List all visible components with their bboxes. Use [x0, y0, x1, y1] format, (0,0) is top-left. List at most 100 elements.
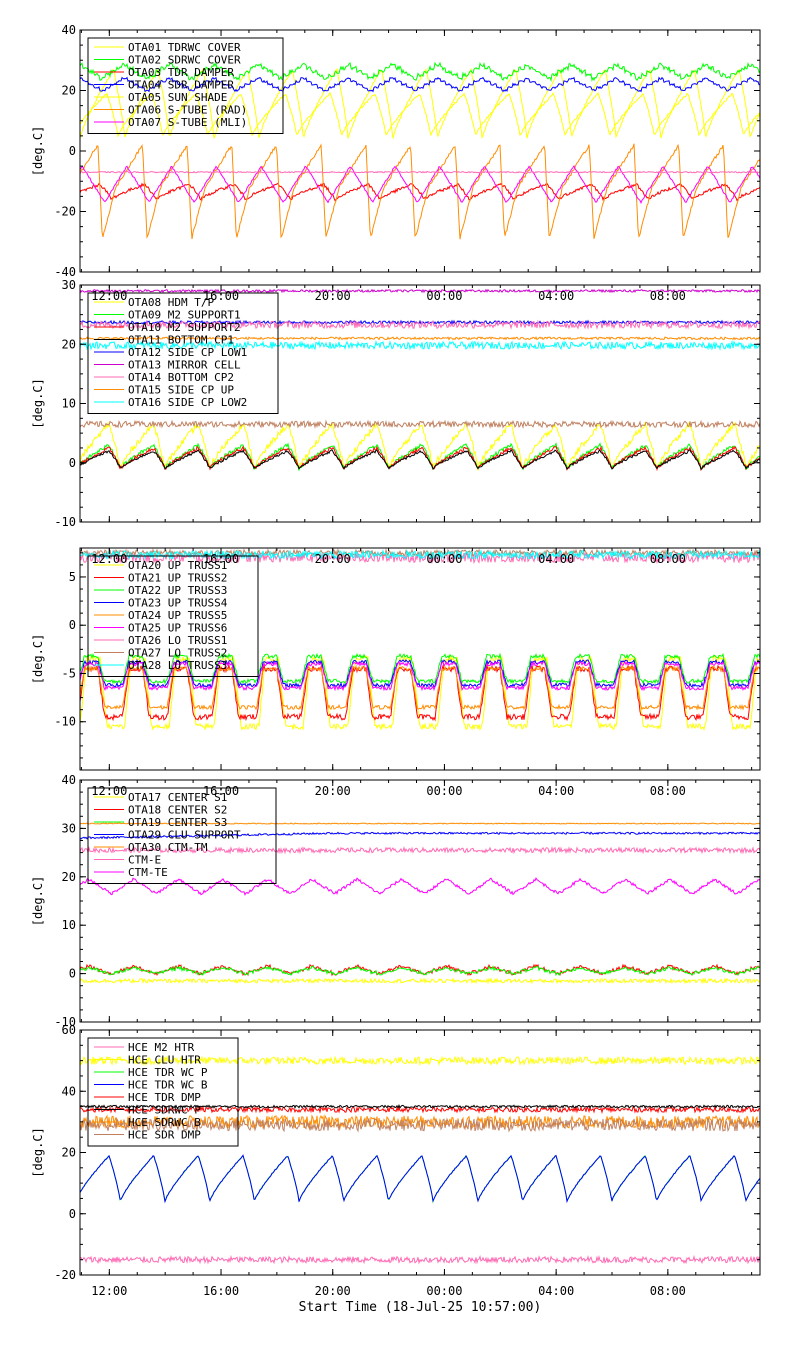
series-line-3-5: [80, 664, 760, 711]
series-line-3-3: [80, 652, 760, 685]
x-tick-label: 04:00: [538, 289, 574, 303]
legend-label: OTA24 UP TRUSS5: [128, 609, 227, 622]
series-line-2-7: [80, 319, 760, 330]
legend-label: CTM-E: [128, 854, 161, 867]
y-tick-label: -20: [54, 1268, 76, 1282]
legend-label: OTA30 CTM-TM: [128, 841, 208, 854]
legend-label: OTA29 CLU SUPPORT: [128, 829, 241, 842]
x-tick-label: 12:00: [91, 289, 127, 303]
series-line-5-5: [80, 1105, 760, 1115]
x-tick-label: 20:00: [315, 289, 351, 303]
legend-label: OTA19 CENTER S3: [128, 816, 227, 829]
y-axis-label: [deg.C]: [31, 126, 45, 177]
x-tick-label: 08:00: [650, 784, 686, 798]
series-line-5-4: [80, 1154, 760, 1204]
y-tick-label: -40: [54, 265, 76, 279]
series-line-4-1: [80, 977, 760, 985]
series-line-5-3: [80, 1154, 760, 1204]
panel-1: -40 -20 0 20 40 [deg.C] OTA01 TDRWC COVEROTA02…: [31, 23, 761, 279]
series-line-4-4: [80, 831, 760, 840]
series-line-2-8: [80, 336, 760, 341]
y-tick-label: 40: [62, 23, 76, 37]
y-tick-label: 0: [69, 144, 76, 158]
x-tick-label: 08:00: [650, 289, 686, 303]
x-tick-label: 20:00: [315, 1284, 351, 1298]
legend-label: OTA13 MIRROR CELL: [128, 359, 241, 372]
series-line-2-2: [80, 442, 760, 472]
legend-label: HCE TDR WC P: [128, 1066, 208, 1079]
series-line-2-10: [80, 419, 760, 430]
series-line-3-2: [80, 664, 760, 722]
x-tick-label: 00:00: [426, 552, 462, 566]
y-tick-label: -5: [62, 666, 76, 680]
legend-label: OTA17 CENTER S1: [128, 791, 227, 804]
y-tick-label: -20: [54, 205, 76, 219]
series-line-1-7: [80, 164, 760, 205]
y-tick-label: 20: [62, 870, 76, 884]
series-line-2-6: [80, 288, 760, 294]
y-tick-label: -10: [54, 715, 76, 729]
y-tick-label: 20: [62, 1146, 76, 1160]
series-line-2-9: [80, 339, 760, 351]
x-tick-label: 12:00: [91, 1284, 127, 1298]
series-line-2-3: [80, 445, 760, 472]
legend-label: HCE CLU HTR: [128, 1054, 201, 1067]
legend-box: [87, 787, 277, 884]
legend-box: [87, 292, 279, 414]
legend-label: HCE TDR DMP: [128, 1091, 201, 1104]
series-line-2-5: [80, 319, 760, 326]
x-tick-label: 08:00: [650, 1284, 686, 1298]
legend-label: OTA20 UP TRUSS1: [128, 559, 227, 572]
legend-label: OTA18 CENTER S2: [128, 804, 227, 817]
y-tick-label: 20: [62, 84, 76, 98]
legend-label: OTA06 S-TUBE (RAD): [128, 104, 247, 117]
legend-box: [87, 1037, 239, 1147]
legend-box: [87, 555, 259, 677]
y-axis-label: [deg.C]: [31, 876, 45, 927]
x-tick-label: 20:00: [315, 552, 351, 566]
legend-label: OTA21 UP TRUSS2: [128, 572, 227, 585]
series-line-5-7: [80, 1114, 760, 1130]
y-tick-label: 30: [62, 278, 76, 292]
legend-label: OTA22 UP TRUSS3: [128, 584, 227, 597]
x-tick-label: 00:00: [426, 784, 462, 798]
series-line-3-1: [80, 654, 760, 731]
x-tick-label: 04:00: [538, 784, 574, 798]
series-line-1-5: [80, 91, 760, 138]
series-line-5-1: [80, 1254, 760, 1265]
x-tick-label: 12:00: [91, 552, 127, 566]
legend-label: OTA08 HDM T/P: [128, 296, 214, 309]
y-tick-label: 10: [62, 918, 76, 932]
x-tick-label: 04:00: [538, 1284, 574, 1298]
y-tick-label: -10: [54, 515, 76, 529]
legend-label: OTA16 SIDE CP LOW2: [128, 396, 247, 409]
x-tick-label: 04:00: [538, 552, 574, 566]
plot-frame: [79, 547, 761, 771]
x-tick-label: 20:00: [315, 784, 351, 798]
legend-label: OTA12 SIDE CP LOW1: [128, 346, 247, 359]
series-line-1-8: [80, 170, 760, 174]
series-line-2-4: [80, 448, 760, 471]
y-tick-label: 40: [62, 773, 76, 787]
legend-label: OTA15 SIDE CP UP: [128, 384, 234, 397]
legend-label: OTA25 UP TRUSS6: [128, 622, 227, 635]
y-axis-label: [deg.C]: [31, 634, 45, 685]
legend-label: OTA03 TDR DAMPER: [128, 66, 234, 79]
legend-label: OTA11 BOTTOM CP1: [128, 334, 234, 347]
series-line-1-6: [80, 143, 760, 240]
y-tick-label: 0: [69, 618, 76, 632]
legend-label: OTA10 M2 SUPPORT2: [128, 321, 241, 334]
legend-label: OTA02 SDRWC COVER: [128, 54, 241, 67]
legend-label: OTA09 M2 SUPPORT1: [128, 309, 241, 322]
panel-5: -20 0 20 40 60 12:00 16:00 20:00 00:00 04:00 08:00…: [31, 1023, 761, 1298]
y-tick-label: 5: [69, 570, 76, 584]
series-line-5-6: [80, 1104, 760, 1109]
series-line-4-5: [80, 822, 760, 825]
